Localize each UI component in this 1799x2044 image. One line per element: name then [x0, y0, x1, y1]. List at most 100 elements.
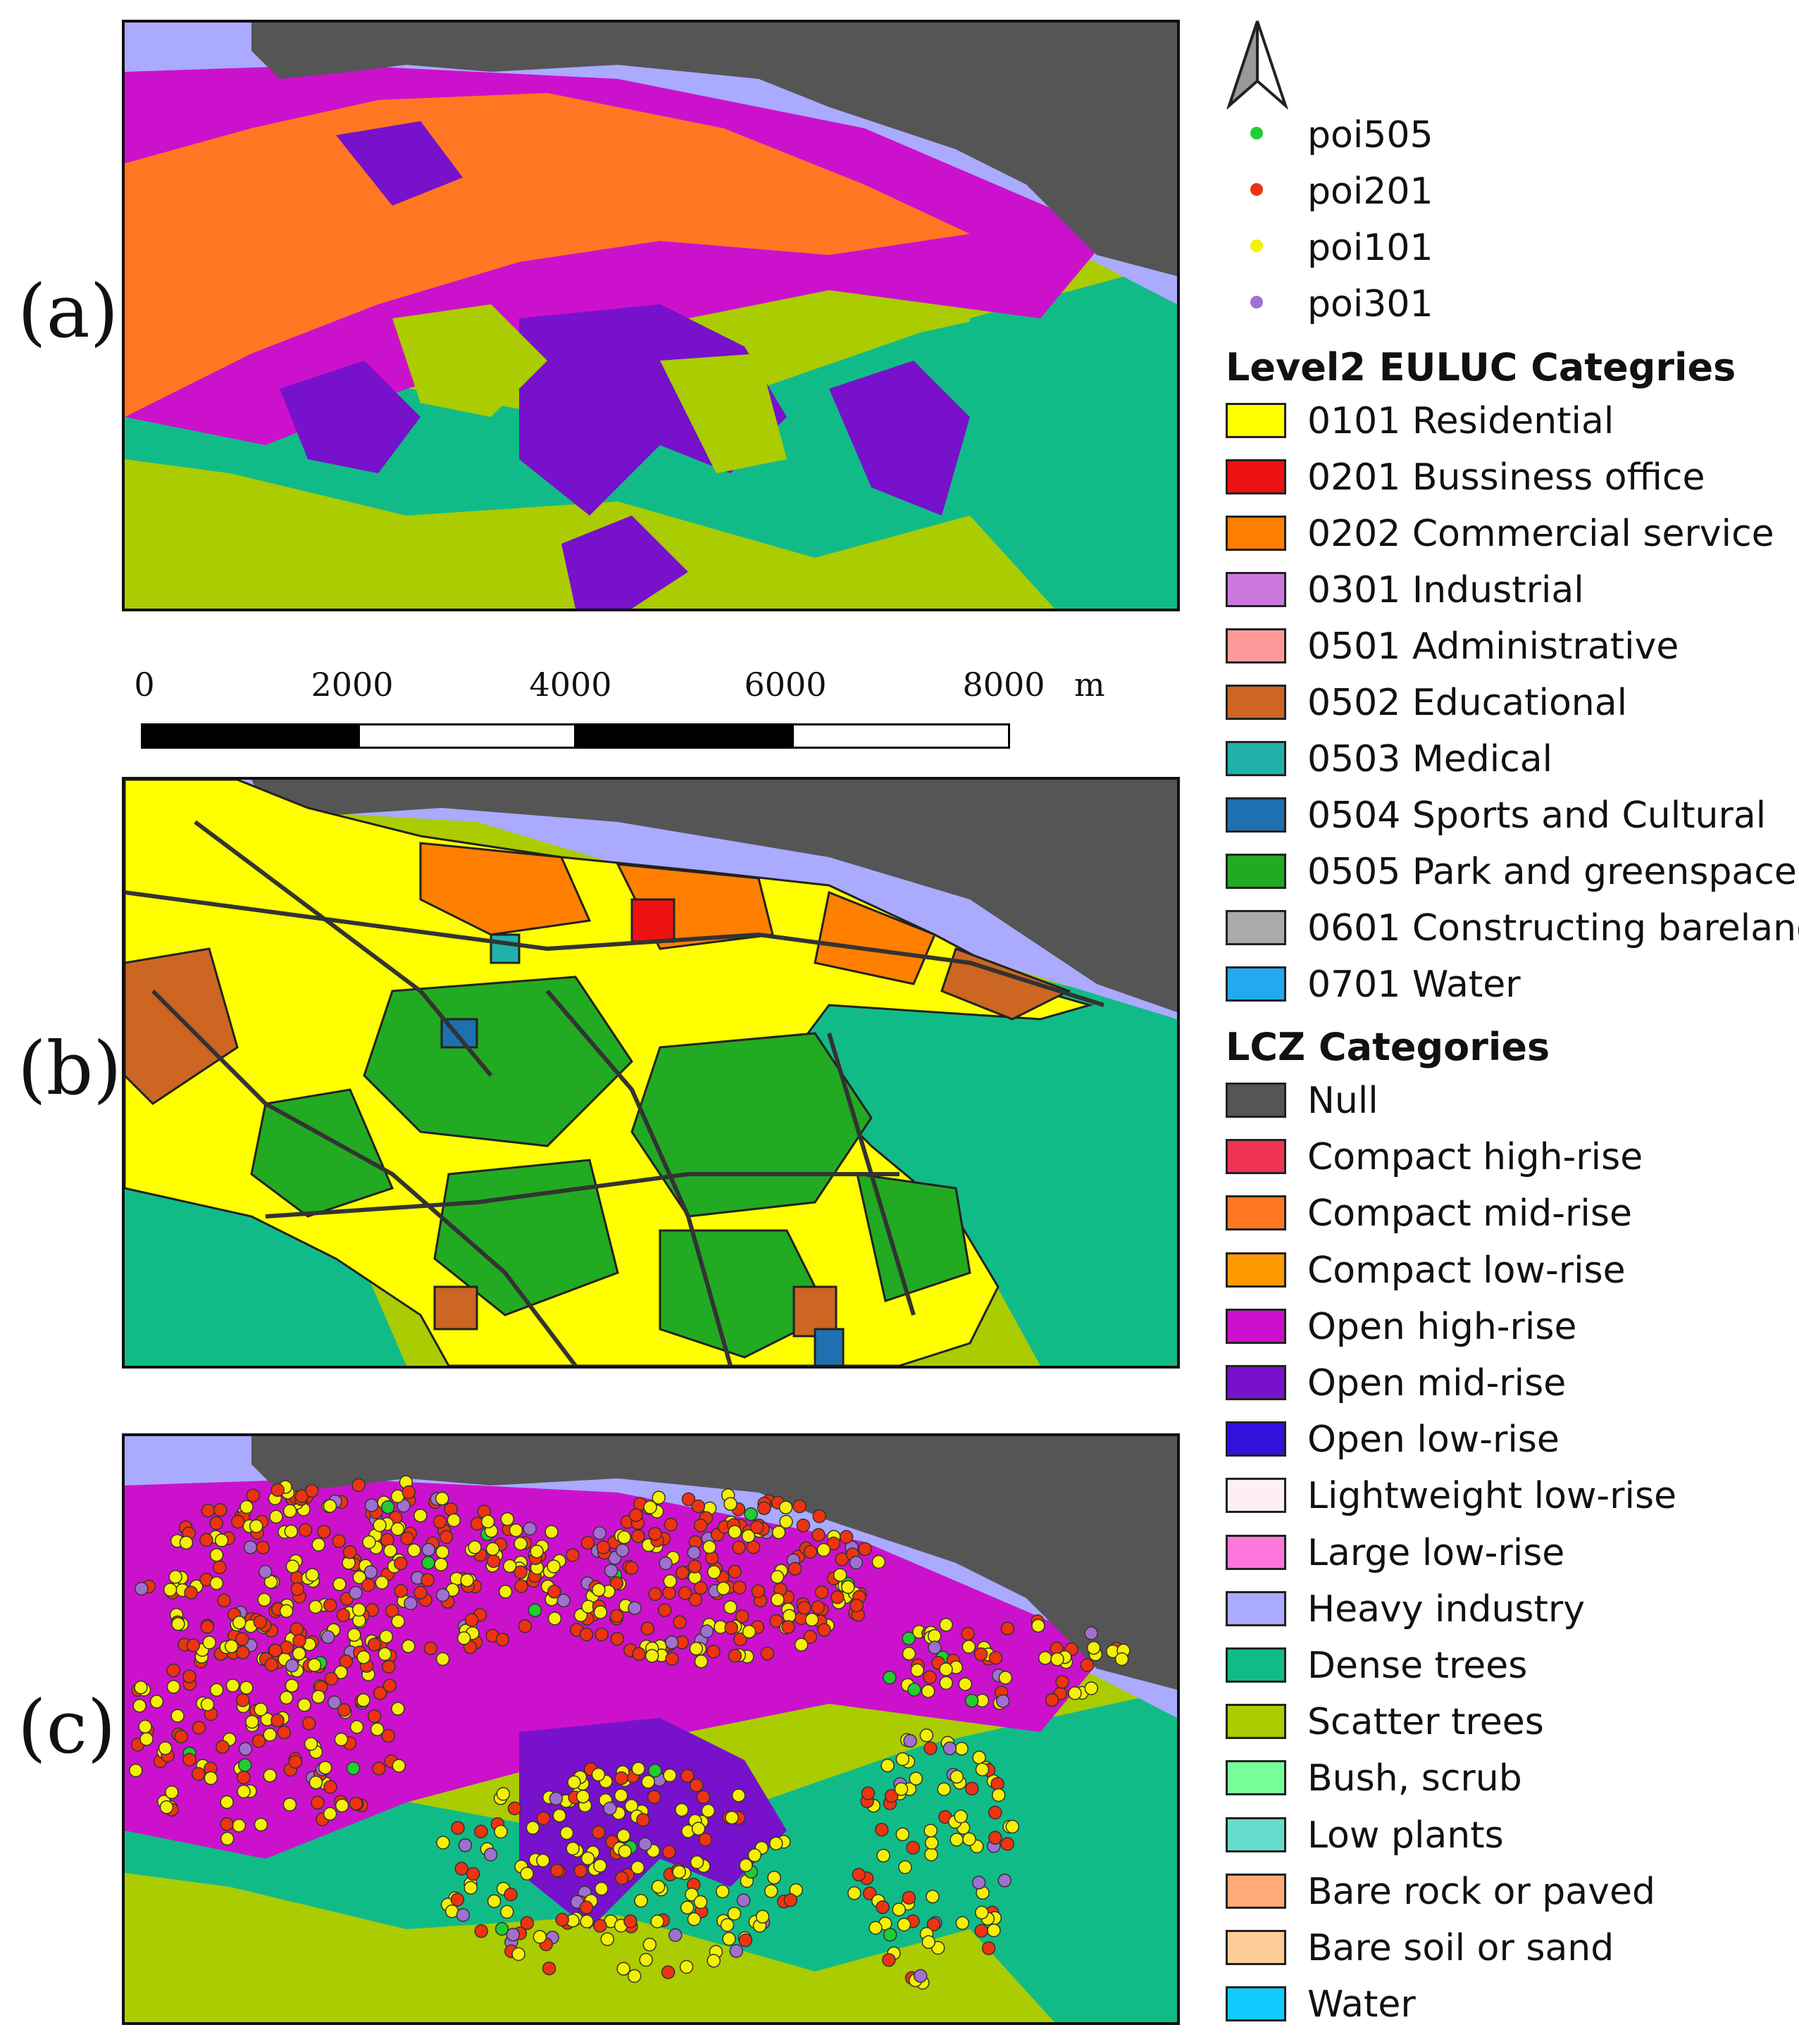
poi-point — [792, 1499, 807, 1514]
poi-point — [732, 1540, 746, 1554]
poi-point — [370, 1722, 385, 1736]
poi-point — [413, 1508, 428, 1523]
poi-point — [616, 1828, 631, 1843]
euluc-swatch — [1226, 854, 1286, 889]
poi-point — [615, 1871, 629, 1886]
poi-point — [741, 1529, 756, 1543]
poi-point — [327, 1695, 342, 1709]
poi-point — [149, 1695, 164, 1709]
poi-point — [814, 1585, 829, 1600]
poi-point — [324, 1671, 339, 1686]
poi-point — [871, 1554, 886, 1569]
poi-point — [435, 1652, 450, 1666]
poi-point — [727, 1907, 742, 1921]
poi-point — [811, 1600, 826, 1614]
scale-unit: m — [1074, 666, 1105, 704]
legend-label: Large low-rise — [1307, 1531, 1565, 1574]
poi-point — [909, 1771, 923, 1786]
lcz-swatch — [1226, 1308, 1286, 1344]
poi-point — [998, 1671, 1013, 1685]
poi-point — [456, 1908, 471, 1922]
poi-point — [361, 1578, 375, 1593]
poi-point — [297, 1697, 311, 1712]
poi-point — [311, 1795, 325, 1810]
poi-point — [372, 1762, 386, 1776]
poi-point — [458, 1838, 473, 1852]
poi-point — [202, 1635, 216, 1650]
poi-point — [919, 1728, 934, 1743]
legend-label: 0601 Constructing bareland — [1307, 907, 1799, 949]
poi-point — [895, 1752, 910, 1766]
panel-label-c: (c) — [18, 1684, 116, 1770]
map-panel-b — [122, 777, 1180, 1369]
poi-point — [997, 1874, 1012, 1888]
poi-point — [503, 1559, 517, 1573]
poi-point — [513, 1536, 528, 1551]
poi-point — [209, 1576, 224, 1590]
poi-point — [290, 1622, 304, 1636]
scale-tick-4000: 4000 — [529, 666, 612, 704]
poi-point — [724, 1621, 738, 1635]
scale-tick-6000: 6000 — [744, 666, 827, 704]
poi-point — [924, 1836, 939, 1850]
lcz-swatch — [1226, 1252, 1286, 1288]
poi-point — [749, 1520, 764, 1535]
poi-point — [760, 1646, 775, 1661]
panel-label-b: (b) — [18, 1026, 122, 1111]
poi-point — [731, 1788, 746, 1802]
poi-point — [301, 1716, 316, 1731]
poi-point — [239, 1500, 254, 1514]
euluc-swatch — [1226, 403, 1286, 438]
poi-point — [245, 1714, 259, 1729]
poi-point — [880, 1758, 895, 1773]
poi-point — [830, 1590, 845, 1604]
poi-point — [320, 1630, 335, 1644]
poi-point — [318, 1760, 332, 1775]
poi-point — [923, 1670, 937, 1684]
euluc-map-b — [125, 780, 1177, 1366]
poi-point — [770, 1570, 785, 1584]
scale-segment-2 — [358, 723, 576, 749]
poi-point — [298, 1523, 313, 1538]
poi-point — [334, 1732, 349, 1747]
poi-point — [165, 1785, 179, 1800]
poi-point — [525, 1821, 540, 1835]
poi-point — [687, 1545, 701, 1560]
euluc-swatch — [1226, 910, 1286, 945]
poi-point — [432, 1514, 447, 1529]
poi-point — [279, 1690, 294, 1705]
poi-point — [769, 1614, 783, 1628]
poi-point — [803, 1545, 818, 1559]
poi-point — [1005, 1819, 1020, 1834]
poi-point — [1084, 1626, 1098, 1640]
poi-point — [923, 1824, 938, 1838]
poi-point — [184, 1585, 198, 1600]
poi-point — [134, 1680, 148, 1695]
legend-label: 0301 Industrial — [1307, 569, 1584, 611]
euluc-legend-title: Level2 EULUC Categries — [1226, 345, 1736, 390]
poi-point — [757, 1501, 771, 1516]
poi-point — [771, 1593, 785, 1607]
poi-point — [604, 1564, 618, 1578]
poi-point — [351, 1478, 366, 1493]
poi-point — [225, 1678, 240, 1693]
scale-segment-4 — [792, 723, 1010, 749]
poi-point — [689, 1641, 704, 1656]
poi-point — [1080, 1658, 1095, 1672]
poi-point — [875, 1822, 889, 1837]
euluc-commercial — [125, 842, 1071, 1105]
poi-point — [580, 1535, 595, 1550]
poi-point — [447, 1513, 461, 1528]
legend-label: Low plants — [1307, 1814, 1504, 1857]
poi-point — [1045, 1693, 1059, 1707]
poi-point — [474, 1824, 488, 1839]
poi-point — [523, 1521, 537, 1536]
poi-point — [235, 1693, 250, 1707]
poi-point — [663, 1574, 678, 1588]
poi-point — [342, 1545, 357, 1559]
poi-point — [781, 1620, 795, 1634]
poi-point — [307, 1658, 322, 1672]
poi-point — [285, 1678, 299, 1693]
poi-point — [1068, 1686, 1082, 1700]
euluc-swatch — [1226, 459, 1286, 494]
